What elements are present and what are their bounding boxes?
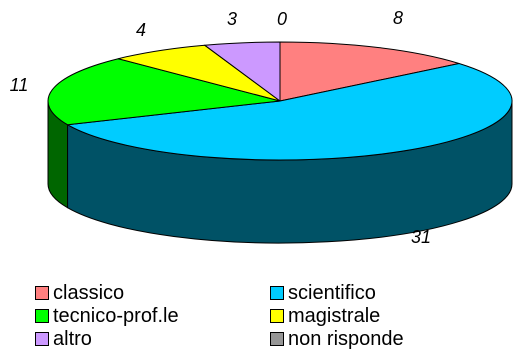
- pie-slice-magistrale: [117, 44, 281, 102]
- pie-tops: [47, 41, 513, 161]
- pie-slice-scientifico: [67, 62, 513, 161]
- data-label-classico: 8: [393, 8, 403, 28]
- data-label-tecnico-prof-le: 11: [10, 75, 29, 95]
- data-labels: 8 31 11 4 3 0: [10, 8, 431, 247]
- data-label-scientifico: 31: [411, 227, 431, 247]
- data-label-magistrale: 4: [136, 20, 146, 40]
- data-label-altro: 3: [227, 9, 237, 29]
- data-label-non-risponde: 0: [277, 9, 287, 29]
- pie-slice-classico: [279, 41, 460, 102]
- pie-slice-altro: [204, 41, 281, 102]
- pie-slice-tecnico-prof-le: [47, 58, 281, 126]
